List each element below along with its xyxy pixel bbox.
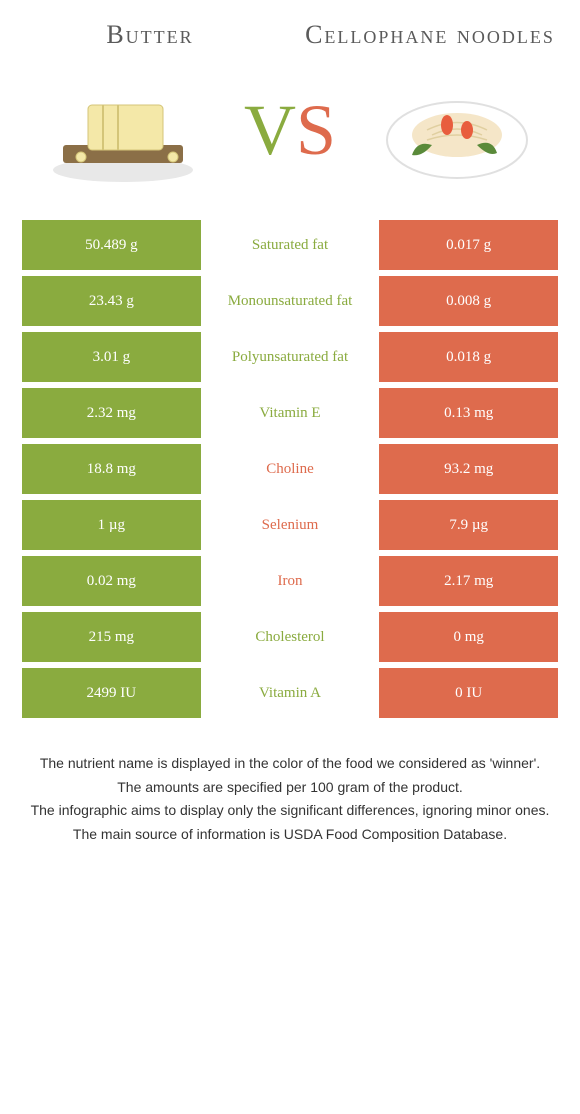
footnote-line: The main source of information is USDA F… [20, 825, 560, 845]
value-right: 93.2 mg [379, 444, 558, 494]
value-left: 0.02 mg [22, 556, 201, 606]
value-left: 2.32 mg [22, 388, 201, 438]
value-right: 0 IU [379, 668, 558, 718]
nutrient-table: 50.489 gSaturated fat0.017 g 23.43 gMonou… [0, 220, 580, 718]
vs-label: VS [244, 89, 336, 172]
value-right: 0.017 g [379, 220, 558, 270]
nutrient-row: 23.43 gMonounsaturated fat0.008 g [22, 276, 558, 326]
food-image-left [38, 70, 208, 190]
value-left: 50.489 g [22, 220, 201, 270]
images-row: VS [0, 60, 580, 220]
value-left: 23.43 g [22, 276, 201, 326]
food-image-right [372, 70, 542, 190]
nutrient-row: 3.01 gPolyunsaturated fat0.018 g [22, 332, 558, 382]
nutrient-name: Choline [201, 444, 380, 494]
value-left: 215 mg [22, 612, 201, 662]
value-left: 1 µg [22, 500, 201, 550]
noodles-icon [377, 75, 537, 185]
value-right: 0.13 mg [379, 388, 558, 438]
value-left: 18.8 mg [22, 444, 201, 494]
nutrient-name: Cholesterol [201, 612, 380, 662]
vs-v: V [244, 89, 296, 172]
value-left: 2499 IU [22, 668, 201, 718]
nutrient-row: 2.32 mgVitamin E0.13 mg [22, 388, 558, 438]
nutrient-row: 2499 IUVitamin A0 IU [22, 668, 558, 718]
nutrient-name: Selenium [201, 500, 380, 550]
footnotes: The nutrient name is displayed in the co… [0, 724, 580, 844]
footnote-line: The amounts are specified per 100 gram o… [20, 778, 560, 798]
butter-icon [43, 75, 203, 185]
nutrient-name: Monounsaturated fat [201, 276, 380, 326]
nutrient-name: Vitamin A [201, 668, 380, 718]
nutrient-name: Vitamin E [201, 388, 380, 438]
title-right: Cellophane noodles [290, 20, 570, 50]
footnote-line: The nutrient name is displayed in the co… [20, 754, 560, 774]
nutrient-row: 0.02 mgIron2.17 mg [22, 556, 558, 606]
nutrient-row: 215 mgCholesterol0 mg [22, 612, 558, 662]
footnote-line: The infographic aims to display only the… [20, 801, 560, 821]
titles-row: Butter Cellophane noodles [0, 0, 580, 60]
value-right: 0 mg [379, 612, 558, 662]
nutrient-row: 1 µgSelenium7.9 µg [22, 500, 558, 550]
nutrient-name: Saturated fat [201, 220, 380, 270]
value-right: 7.9 µg [379, 500, 558, 550]
title-left: Butter [10, 20, 290, 50]
nutrient-name: Iron [201, 556, 380, 606]
value-right: 0.008 g [379, 276, 558, 326]
vs-s: S [296, 89, 336, 172]
nutrient-row: 18.8 mgCholine93.2 mg [22, 444, 558, 494]
value-left: 3.01 g [22, 332, 201, 382]
value-right: 2.17 mg [379, 556, 558, 606]
nutrient-row: 50.489 gSaturated fat0.017 g [22, 220, 558, 270]
nutrient-name: Polyunsaturated fat [201, 332, 380, 382]
value-right: 0.018 g [379, 332, 558, 382]
